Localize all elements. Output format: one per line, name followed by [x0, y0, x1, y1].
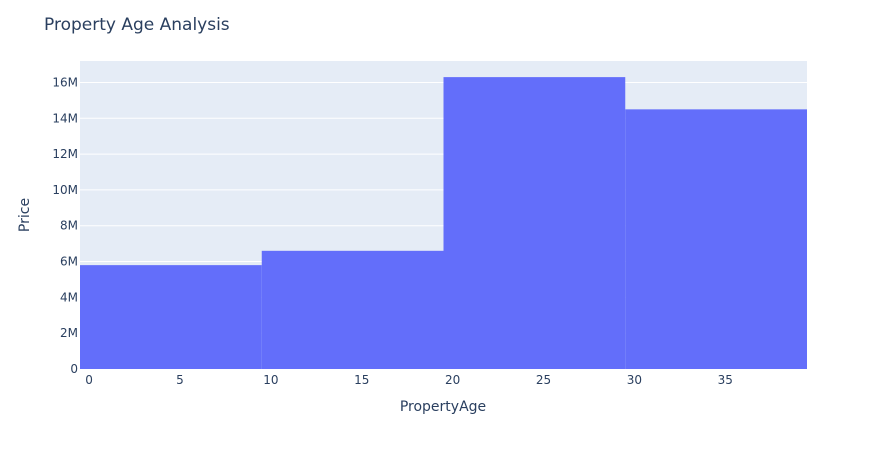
y-tick-label: 4M [60, 290, 78, 304]
x-tick-label: 30 [627, 373, 642, 387]
y-tick-label: 2M [60, 326, 78, 340]
x-tick-label: 25 [536, 373, 551, 387]
bar [625, 109, 807, 369]
y-tick-label: 8M [60, 219, 78, 233]
x-tick-label: 10 [263, 373, 278, 387]
bar [443, 77, 626, 370]
x-tick-label: 20 [445, 373, 460, 387]
y-tick-label: 16M [52, 75, 78, 89]
y-tick-label: 10M [52, 183, 78, 197]
x-tick-label: 15 [354, 373, 369, 387]
y-axis-ticks: 0 2M 4M 6M 8M 10M 12M 14M 16M [52, 75, 78, 376]
y-axis-title: Price [17, 198, 33, 232]
y-tick-label: 0 [70, 362, 78, 376]
x-axis-title: PropertyAge [400, 399, 486, 415]
bars [80, 77, 807, 370]
y-tick-label: 14M [52, 111, 78, 125]
y-tick-label: 12M [52, 147, 78, 161]
bar [80, 265, 262, 369]
x-tick-label: 0 [85, 373, 93, 387]
bar [261, 250, 444, 369]
x-tick-label: 35 [718, 373, 733, 387]
x-tick-label: 5 [176, 373, 184, 387]
chart-title: Property Age Analysis [44, 15, 230, 35]
y-tick-label: 6M [60, 255, 78, 269]
x-axis-ticks: 0 5 10 15 20 25 30 35 [85, 373, 733, 387]
